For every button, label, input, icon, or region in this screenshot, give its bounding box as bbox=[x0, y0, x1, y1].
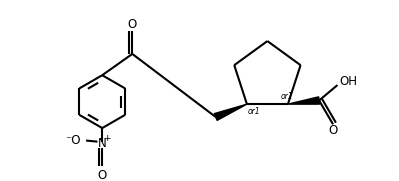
Text: +: + bbox=[103, 134, 111, 143]
Text: O: O bbox=[128, 18, 137, 31]
Text: N: N bbox=[98, 137, 107, 150]
Text: OH: OH bbox=[340, 75, 358, 88]
Text: ⁻O: ⁻O bbox=[65, 134, 81, 147]
Text: or1: or1 bbox=[281, 92, 294, 101]
Text: O: O bbox=[98, 169, 107, 181]
Text: or1: or1 bbox=[247, 107, 260, 116]
Polygon shape bbox=[214, 104, 247, 120]
Polygon shape bbox=[288, 97, 320, 104]
Text: O: O bbox=[328, 124, 338, 137]
